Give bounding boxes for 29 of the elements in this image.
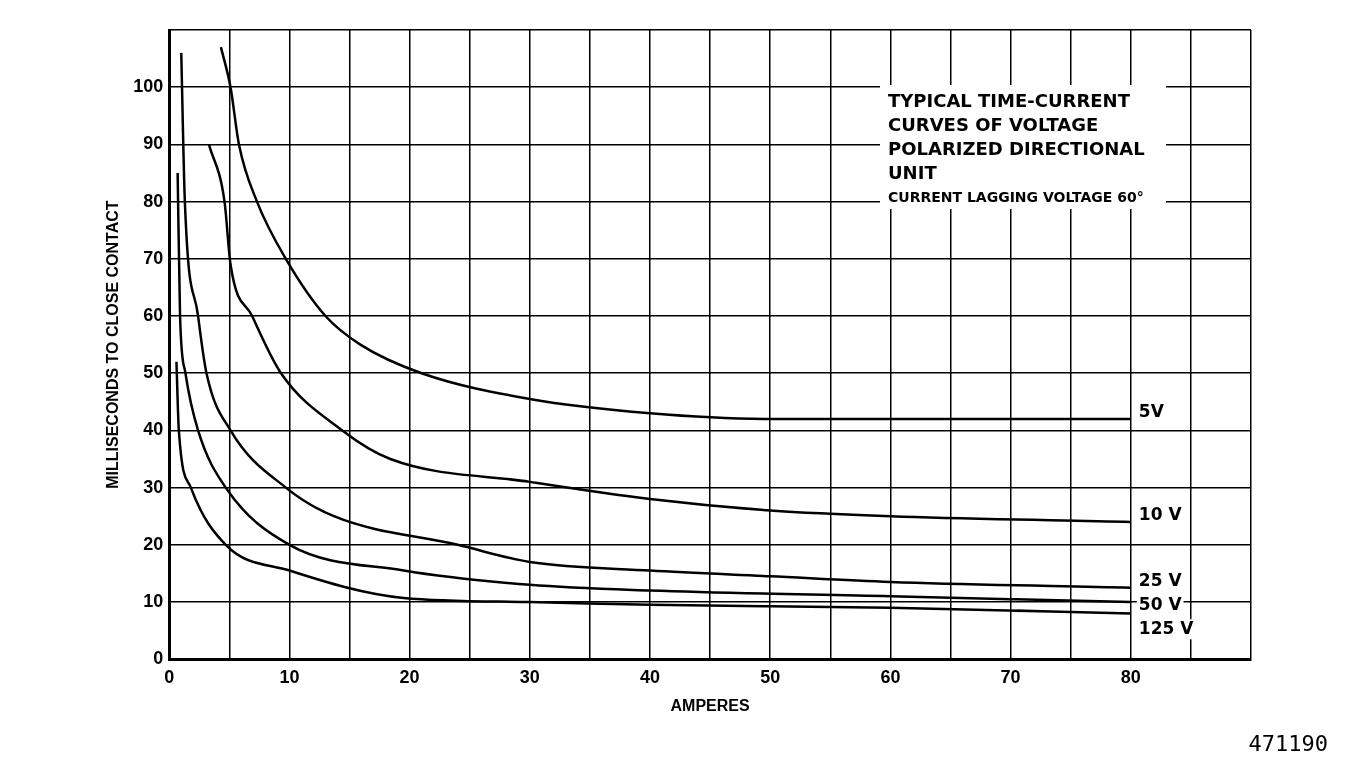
y-tick-label: 20 [143, 533, 164, 554]
y-axis-title: MILLISECONDS TO CLOSE CONTACT [104, 200, 122, 489]
x-axis-title: AMPERES [670, 696, 751, 714]
x-tick-label: 40 [640, 666, 661, 687]
series-label: 10 V [1138, 503, 1183, 524]
x-tick-label: 10 [279, 666, 300, 687]
y-tick-label: 90 [143, 133, 164, 154]
y-tick-label: 60 [143, 304, 164, 325]
x-tick-label: 30 [519, 666, 540, 687]
y-tick-label: 30 [143, 476, 164, 497]
x-tick-label: 60 [880, 666, 901, 687]
x-tick-label: 50 [760, 666, 781, 687]
text: 471190 [1248, 731, 1328, 756]
y-tick-label: 100 [133, 76, 164, 97]
x-tick-label: 70 [1000, 666, 1021, 687]
y-tick-label: 0 [153, 648, 164, 669]
series-label: 50 V [1138, 593, 1183, 614]
y-tick-label: 50 [143, 362, 164, 383]
text: TYPICAL TIME-CURRENT CURVES OF VOLTAGE POLARIZED DIRECTIONAL UNIT [888, 89, 1146, 185]
y-tick-label: 80 [143, 190, 164, 211]
text: CURRENT LAGGING VOLTAGE 60° [888, 189, 1145, 205]
series-label: 5V [1138, 400, 1165, 421]
x-tick-label: 80 [1120, 666, 1141, 687]
series-label: 25 V [1138, 569, 1183, 590]
y-tick-label: 40 [143, 419, 164, 440]
series-label: 125 V [1138, 617, 1195, 638]
y-tick-label: 10 [143, 590, 164, 611]
x-tick-label: 20 [399, 666, 420, 687]
y-tick-label: 70 [143, 247, 164, 268]
